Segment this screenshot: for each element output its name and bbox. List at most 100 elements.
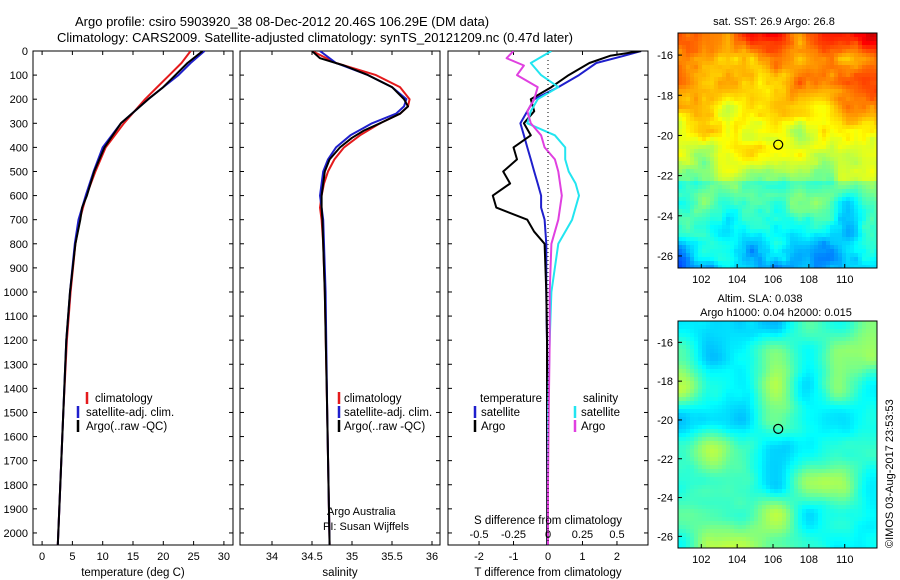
heatmap-cell <box>758 193 763 198</box>
heatmap-cell <box>682 441 687 446</box>
heatmap-cell <box>850 85 855 90</box>
heatmap-cell <box>798 441 803 446</box>
heatmap-cell <box>834 157 839 162</box>
heatmap-cell <box>706 137 711 142</box>
heatmap-cell <box>826 261 831 266</box>
heatmap-cell <box>862 249 867 254</box>
heatmap-cell <box>862 361 867 366</box>
heatmap-cell <box>834 189 839 194</box>
heatmap-cell <box>746 73 751 78</box>
heatmap-cell <box>758 145 763 150</box>
heatmap-cell <box>706 341 711 346</box>
heatmap-cell <box>722 329 727 334</box>
lon-tick-label: 110 <box>836 274 854 286</box>
heatmap-cell <box>734 97 739 102</box>
heatmap-cell <box>846 349 851 354</box>
heatmap-cell <box>770 405 775 410</box>
heatmap-cell <box>870 169 875 174</box>
heatmap-cell <box>798 361 803 366</box>
heatmap-cell <box>686 65 691 70</box>
heatmap-cell <box>698 445 703 450</box>
heatmap-cell <box>682 113 687 118</box>
heatmap-cell <box>738 181 743 186</box>
heatmap-cell <box>822 261 827 266</box>
heatmap-cell <box>806 381 811 386</box>
heatmap-cell <box>746 333 751 338</box>
heatmap-cell <box>822 453 827 458</box>
heatmap-cell <box>754 209 759 214</box>
heatmap-cell <box>834 413 839 418</box>
heatmap-cell <box>694 241 699 246</box>
heatmap-cell <box>766 213 771 218</box>
heatmap-cell <box>862 173 867 178</box>
heatmap-cell <box>686 221 691 226</box>
heatmap-cell <box>818 345 823 350</box>
heatmap-cell <box>698 237 703 242</box>
heatmap-cell <box>838 125 843 130</box>
heatmap-cell <box>786 85 791 90</box>
heatmap-cell <box>738 265 743 268</box>
heatmap-cell <box>786 437 791 442</box>
heatmap-cell <box>694 213 699 218</box>
salinity-lines <box>311 51 411 545</box>
heatmap-cell <box>874 201 877 206</box>
heatmap-cell <box>690 393 695 398</box>
heatmap-cell <box>810 125 815 130</box>
heatmap-cell <box>770 113 775 118</box>
heatmap-cell <box>862 73 867 78</box>
heatmap-cell <box>690 209 695 214</box>
heatmap-cell <box>778 153 783 158</box>
heatmap-cell <box>862 185 867 190</box>
heatmap-cell <box>706 413 711 418</box>
heatmap-cell <box>738 213 743 218</box>
heatmap-cell <box>734 61 739 66</box>
heatmap-cell <box>686 261 691 266</box>
heatmap-cell <box>754 261 759 266</box>
heatmap-cell <box>826 49 831 54</box>
heatmap-cell <box>758 253 763 258</box>
heatmap-cell <box>858 361 863 366</box>
heatmap-cell <box>846 157 851 162</box>
heatmap-cell <box>834 153 839 158</box>
heatmap-cell <box>834 265 839 268</box>
heatmap-cell <box>850 137 855 142</box>
heatmap-cell <box>698 441 703 446</box>
heatmap-cell <box>786 65 791 70</box>
heatmap-cell <box>842 409 847 414</box>
heatmap-cell <box>818 357 823 362</box>
heatmap-cell <box>774 453 779 458</box>
heatmap-cell <box>874 245 877 250</box>
heatmap-cell <box>850 389 855 394</box>
heatmap-cell <box>730 389 735 394</box>
heatmap-cell <box>846 93 851 98</box>
heatmap-cell <box>794 93 799 98</box>
heatmap-cell <box>798 369 803 374</box>
heatmap-cell <box>858 373 863 378</box>
heatmap-cell <box>738 53 743 58</box>
heatmap-cell <box>686 89 691 94</box>
heatmap-cell <box>710 193 715 198</box>
heatmap-cell <box>730 433 735 438</box>
heatmap-cell <box>714 409 719 414</box>
heatmap-cell <box>874 197 877 202</box>
heatmap-cell <box>726 441 731 446</box>
heatmap-cell <box>846 181 851 186</box>
heatmap-cell <box>822 113 827 118</box>
heatmap-cell <box>790 265 795 268</box>
heatmap-cell <box>850 165 855 170</box>
heatmap-cell <box>762 437 767 442</box>
heatmap-cell <box>782 225 787 230</box>
heatmap-cell <box>822 165 827 170</box>
series-line-temperature-satellite <box>519 51 642 545</box>
heatmap-cell <box>774 189 779 194</box>
heatmap-cell <box>750 257 755 262</box>
heatmap-cell <box>750 241 755 246</box>
heatmap-cell <box>822 345 827 350</box>
heatmap-cell <box>794 201 799 206</box>
argo-location-marker <box>773 139 784 150</box>
heatmap-cell <box>826 33 831 38</box>
heatmap-cell <box>866 169 871 174</box>
heatmap-cell <box>782 409 787 414</box>
heatmap-cell <box>782 185 787 190</box>
heatmap-cell <box>858 409 863 414</box>
